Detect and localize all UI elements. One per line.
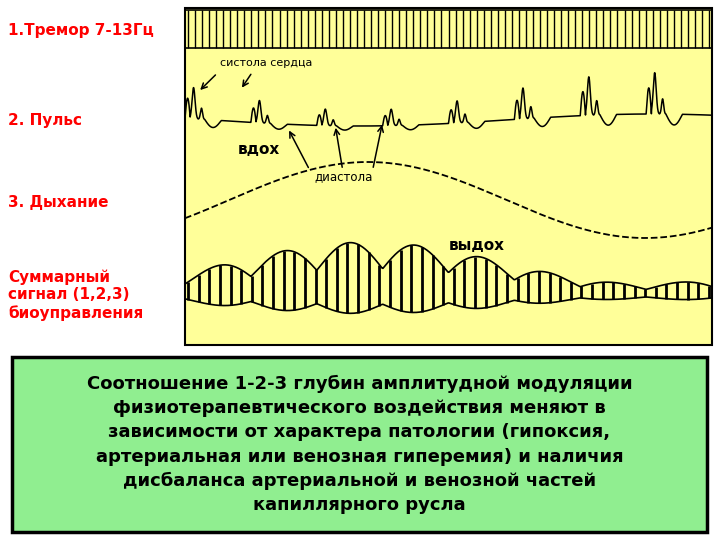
Bar	[185, 8, 712, 345]
Text: систола сердца: систола сердца	[220, 58, 312, 68]
Text: выдох: выдох	[449, 238, 505, 253]
Bar	[12, 357, 707, 532]
Text: Соотношение 1-2-3 глубин амплитудной модуляции
физиотерапевтического воздействия: Соотношение 1-2-3 глубин амплитудной мод…	[86, 375, 632, 515]
Text: вдох: вдох	[238, 142, 280, 157]
Text: 3. Дыхание: 3. Дыхание	[8, 194, 109, 210]
Text: 2. Пульс: 2. Пульс	[8, 112, 82, 127]
Text: диастола: диастола	[315, 170, 373, 183]
Text: 1.Тремор 7-13Гц: 1.Тремор 7-13Гц	[8, 23, 154, 37]
Text: Суммарный
сигнал (1,2,3)
биоуправления: Суммарный сигнал (1,2,3) биоуправления	[8, 269, 143, 321]
